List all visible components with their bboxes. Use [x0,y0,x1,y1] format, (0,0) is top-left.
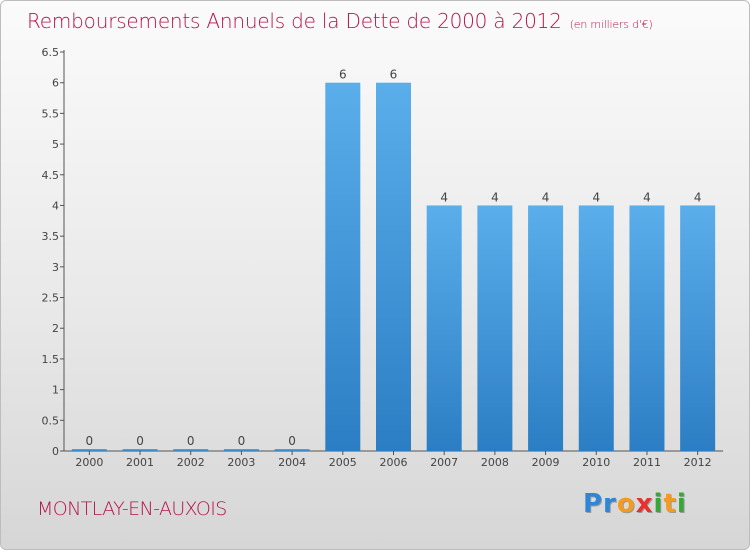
data-label-2008: 4 [491,190,499,204]
x-tick-label: 2000 [75,456,103,469]
bar-2005 [325,82,361,451]
x-tick-label: 2012 [684,456,712,469]
y-tick-label: 6 [52,77,59,90]
data-labels: 0 0 0 0 0 6 6 4 4 4 4 4 4 [86,68,702,448]
y-tick-label: 3.5 [42,230,60,243]
bar-2011 [629,205,665,451]
x-tick-label: 2004 [278,456,306,469]
data-label-2009: 4 [542,190,550,204]
bar-2003 [223,449,259,451]
proxiti-logo: Proxiti [583,489,687,519]
y-tick-label: 4.5 [42,169,60,182]
x-tick-label: 2002 [177,456,205,469]
x-tick-label: 2008 [481,456,509,469]
bar-2000 [71,449,107,451]
data-label-2004: 0 [288,434,296,448]
y-tick-label: 2.5 [42,292,60,305]
title-text: Remboursements Annuels de la Dette de 20… [27,9,562,33]
data-label-2002: 0 [187,434,195,448]
data-label-2011: 4 [643,190,651,204]
bar-2001 [122,449,158,451]
x-tick-label: 2003 [227,456,255,469]
data-label-2003: 0 [238,434,246,448]
data-label-2001: 0 [136,434,144,448]
axes: 0 0.5 1 1.5 2 2.5 3 3.5 4 4.5 5 5.5 6 6.5 2000 2001 2002… [42,46,723,469]
y-tick-label: 0 [52,445,59,458]
data-label-2005: 6 [339,68,347,82]
x-tick-label: 2009 [532,456,560,469]
y-tick-label: 0.5 [42,414,60,427]
bar-2007 [426,205,462,451]
data-label-2007: 4 [440,190,448,204]
bar-2006 [376,82,411,451]
bar-2012 [680,205,716,451]
y-tick-label: 5 [52,138,59,151]
data-label-2010: 4 [592,190,600,204]
bar-2009 [528,205,564,451]
y-tick-label: 2 [52,322,59,335]
y-tick-label: 6.5 [42,46,60,59]
y-tick-label: 4 [52,199,59,212]
x-tick-label: 2001 [126,456,154,469]
bar-2004 [274,449,310,451]
commune-name: MONTLAY-EN-AUXOIS [37,498,227,520]
bar-2008 [477,205,513,451]
x-tick-label: 2011 [633,456,661,469]
data-label-2012: 4 [694,190,702,204]
chart-unit: (en milliers d'€) [569,18,653,31]
y-tick-label: 3 [52,261,59,274]
y-tick-label: 5.5 [42,107,60,120]
bar-2010 [578,205,614,451]
chart-title: Remboursements Annuels de la Dette de 20… [27,9,653,33]
data-label-2006: 6 [390,68,398,82]
y-tick-label: 1 [52,384,59,397]
x-tick-label: 2010 [582,456,610,469]
y-tick-label: 1.5 [42,353,60,366]
x-tick-label: 2006 [380,456,408,469]
data-label-2000: 0 [86,434,94,448]
x-tick-label: 2007 [430,456,458,469]
bars [71,82,716,451]
x-tick-label: 2005 [329,456,357,469]
bar-2002 [173,449,209,451]
